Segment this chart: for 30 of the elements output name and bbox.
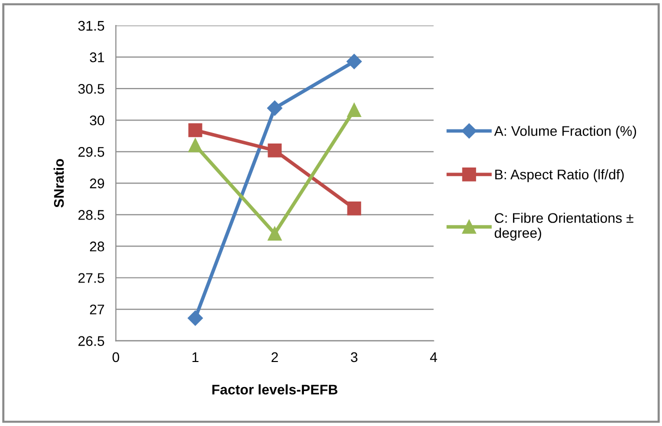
point bbox=[346, 54, 362, 70]
legend-label: B: Aspect Ratio (lf/df) bbox=[495, 169, 624, 182]
x-tick-label: 3 bbox=[350, 352, 358, 362]
point bbox=[268, 143, 282, 158]
y-tick-label: 28 bbox=[90, 242, 104, 252]
point bbox=[347, 103, 362, 117]
y-tick-label: 31.5 bbox=[78, 20, 104, 31]
y-tick-label: 29 bbox=[90, 178, 104, 188]
y-tick-label: 27.5 bbox=[78, 273, 104, 283]
point bbox=[267, 100, 282, 116]
y-tick-label: 27 bbox=[90, 304, 104, 314]
point bbox=[188, 310, 203, 326]
x-axis-title: Factor levels-PEFB bbox=[212, 384, 338, 395]
point bbox=[188, 138, 202, 152]
y-tick-label: 30.5 bbox=[78, 84, 104, 94]
y-tick-label: 31 bbox=[90, 52, 104, 62]
legend-label: A: Volume Fraction (%) bbox=[494, 126, 636, 139]
x-tick-label: 0 bbox=[112, 352, 120, 362]
x-tick-label: 4 bbox=[430, 352, 438, 362]
y-tick-label: 30 bbox=[90, 115, 104, 126]
point bbox=[347, 201, 362, 216]
point bbox=[268, 226, 282, 241]
y-tick-label: 26.5 bbox=[78, 336, 104, 346]
y-tick-label: 29.5 bbox=[78, 146, 104, 157]
x-tick-label: 2 bbox=[272, 352, 278, 362]
y-axis-title: SNratio bbox=[54, 159, 64, 208]
y-tick-label: 28.5 bbox=[78, 210, 104, 220]
point bbox=[188, 123, 202, 138]
legend-label: C: Fibre Orientations ± degree) bbox=[494, 212, 634, 241]
x-tick-label: 1 bbox=[192, 352, 198, 362]
